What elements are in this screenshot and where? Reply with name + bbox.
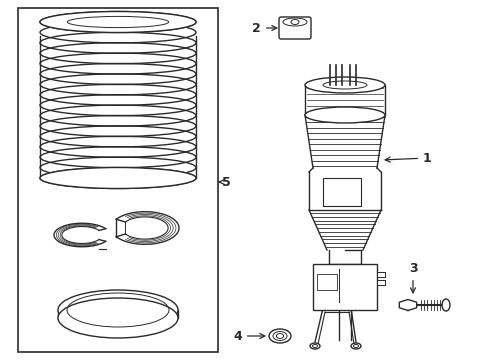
Ellipse shape [310,343,320,349]
Bar [377,272,385,277]
Bar [323,178,361,206]
FancyBboxPatch shape [279,17,311,39]
Ellipse shape [273,332,287,341]
Text: 1: 1 [385,152,432,165]
Ellipse shape [58,290,178,330]
Ellipse shape [269,329,291,343]
Text: 3: 3 [409,262,417,293]
Bar [18,8,218,352]
Ellipse shape [283,18,307,26]
Ellipse shape [305,107,385,123]
Ellipse shape [291,19,299,24]
Ellipse shape [58,298,178,338]
Text: 4: 4 [233,329,265,342]
Ellipse shape [40,12,196,32]
Polygon shape [399,300,416,310]
Ellipse shape [276,333,284,338]
Ellipse shape [40,167,196,189]
Text: 5: 5 [222,176,231,189]
Bar [377,280,385,285]
Text: 2: 2 [252,22,277,35]
Bar [313,264,377,310]
Ellipse shape [305,77,385,93]
Bar [317,274,337,290]
Ellipse shape [442,299,450,311]
Ellipse shape [351,343,361,349]
